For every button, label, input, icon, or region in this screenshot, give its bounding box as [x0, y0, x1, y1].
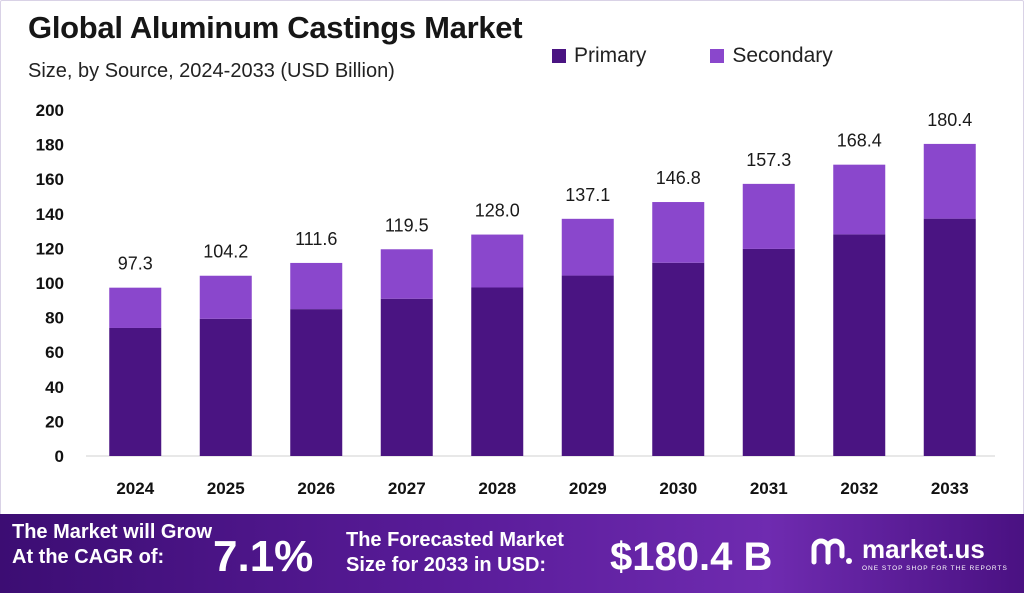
legend-label-primary: Primary	[574, 44, 647, 67]
legend-item-secondary: Secondary	[710, 44, 833, 68]
bar-segment-primary	[742, 248, 795, 456]
bar-segment-primary	[109, 327, 162, 456]
bar-segment-secondary	[833, 164, 886, 235]
x-tick-label: 2024	[116, 479, 154, 498]
bar-total-label: 119.5	[385, 215, 429, 235]
bar-total-label: 97.3	[118, 254, 153, 274]
footer-banner: The Market will Grow At the CAGR of: 7.1…	[0, 514, 1024, 593]
bar-total-label: 146.8	[656, 168, 701, 188]
bar-segment-primary	[380, 298, 433, 456]
legend-label-secondary: Secondary	[732, 44, 833, 67]
y-tick-label: 80	[45, 309, 64, 328]
x-tick-label: 2030	[659, 479, 697, 498]
legend: Primary Secondary	[552, 44, 897, 68]
bar-segment-primary	[652, 262, 705, 456]
bar-segment-primary	[833, 234, 886, 456]
bar-segment-secondary	[742, 183, 795, 249]
cagr-label: The Market will Grow At the CAGR of:	[12, 520, 252, 570]
legend-swatch-secondary	[710, 49, 725, 63]
forecast-label: The Forecasted Market Size for 2033 in U…	[346, 528, 606, 578]
legend-item-primary: Primary	[552, 44, 646, 68]
y-tick-label: 140	[36, 205, 64, 224]
bar-total-label: 168.4	[837, 131, 882, 151]
bar-total-label: 128.0	[475, 201, 520, 221]
x-tick-label: 2025	[207, 479, 245, 498]
chart-subtitle: Size, by Source, 2024-2033 (USD Billion)	[28, 60, 395, 82]
y-tick-label: 160	[36, 170, 64, 189]
y-tick-label: 60	[45, 343, 64, 362]
y-tick-label: 100	[36, 274, 64, 293]
bar-segment-secondary	[923, 143, 976, 219]
y-tick-label: 20	[45, 412, 64, 431]
bar-segment-secondary	[380, 249, 433, 299]
x-tick-label: 2032	[840, 479, 878, 498]
x-tick-label: 2033	[931, 479, 969, 498]
x-tick-label: 2029	[569, 479, 607, 498]
chart-title: Global Aluminum Castings Market	[28, 10, 523, 45]
bar-total-label: 111.6	[295, 229, 337, 249]
y-tick-label: 200	[36, 101, 64, 120]
bar-segment-primary	[290, 309, 343, 456]
bar-segment-secondary	[109, 287, 162, 328]
forecast-value: $180.4 B	[610, 535, 773, 579]
bar-total-label: 104.2	[203, 242, 248, 262]
bar-segment-secondary	[471, 234, 524, 288]
y-tick-label: 180	[36, 136, 64, 155]
legend-swatch-primary	[552, 49, 566, 63]
bar-total-label: 137.1	[565, 185, 610, 205]
bar-segment-primary	[561, 275, 614, 456]
x-tick-label: 2027	[388, 479, 426, 498]
cagr-value: 7.1%	[213, 532, 314, 581]
forecast-label-line1: The Forecasted Market	[346, 529, 564, 551]
x-tick-label: 2031	[750, 479, 788, 498]
bar-segment-primary	[471, 287, 524, 456]
brand-tagline: ONE STOP SHOP FOR THE REPORTS	[862, 565, 1008, 572]
bar-segment-secondary	[199, 275, 252, 319]
bar-segment-secondary	[290, 262, 343, 310]
bar-segment-primary	[923, 218, 976, 456]
y-tick-label: 120	[36, 239, 64, 258]
brand-logo[interactable]: market.us ONE STOP SHOP FOR THE REPORTS	[810, 534, 1010, 578]
bar-total-label: 180.4	[927, 110, 972, 130]
cagr-label-line1: The Market will Grow	[12, 521, 213, 543]
y-tick-label: 0	[55, 447, 64, 466]
forecast-label-line2: Size for 2033 in USD:	[346, 554, 547, 576]
stacked-bar-chart: 0 20 40 60 80 100 120 140 160 180 200 97.3 2024 104.2…	[36, 101, 995, 498]
x-tick-label: 2026	[297, 479, 335, 498]
x-tick-label: 2028	[478, 479, 516, 498]
bar-segment-secondary	[652, 202, 705, 263]
y-tick-label: 40	[45, 378, 64, 397]
bar-segment-secondary	[561, 218, 614, 276]
cagr-label-line2: At the CAGR of:	[12, 546, 165, 568]
bar-total-label: 157.3	[746, 150, 791, 170]
market-us-logo-icon	[811, 538, 852, 565]
brand-name: market.us	[862, 534, 985, 564]
bar-segment-primary	[199, 318, 252, 456]
